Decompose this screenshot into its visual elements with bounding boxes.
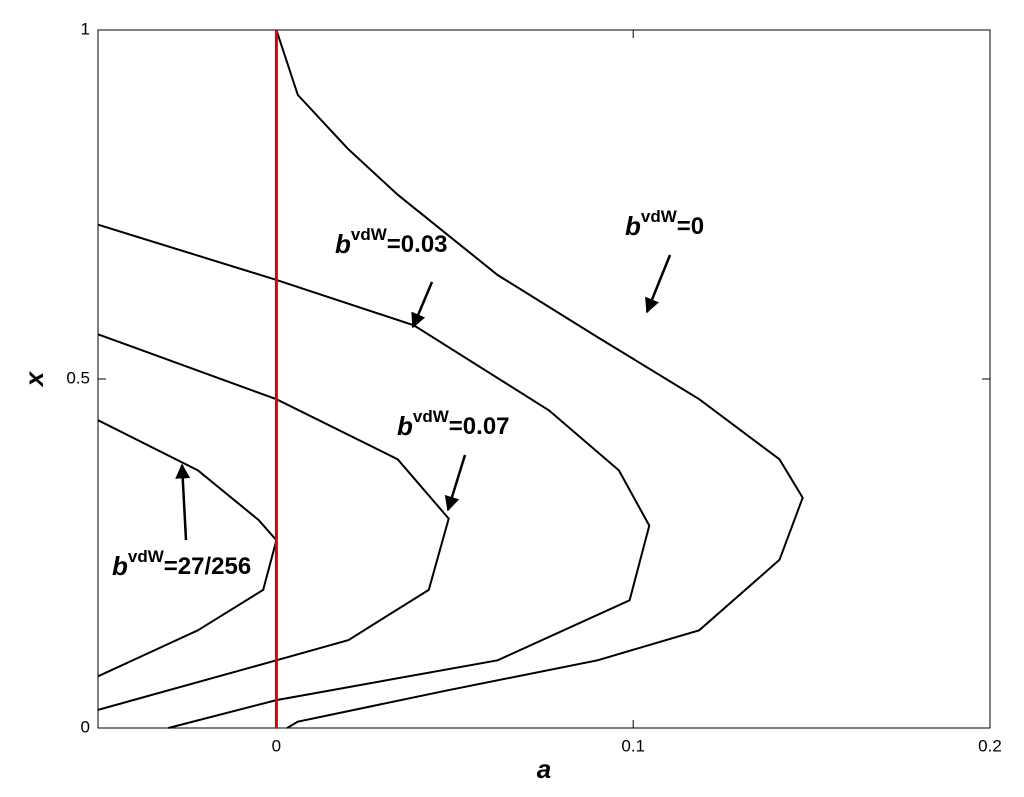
y-axis-label: x — [19, 370, 49, 388]
annotation-base: b — [112, 551, 128, 581]
annotation-arrow — [444, 454, 467, 512]
annotation-sup: vdW — [351, 225, 388, 244]
curve — [275, 29, 804, 729]
curve — [97, 223, 651, 729]
annotation-arrow — [175, 463, 191, 541]
annotation-base: b — [397, 411, 413, 441]
annotation: bvdW=0 — [625, 207, 704, 240]
annotation-sup: vdW — [641, 207, 678, 226]
x-tick-label: 0 — [272, 736, 281, 755]
annotation-sup: vdW — [413, 407, 450, 426]
curve — [97, 333, 450, 711]
plot-frame — [97, 29, 991, 729]
annotation: bvdW=0.07 — [397, 407, 510, 440]
annotation-arrow — [645, 254, 672, 314]
x-tick-label: 0.1 — [621, 736, 645, 755]
annotation-text: =0.07 — [449, 413, 510, 440]
annotation: bvdW=0.03 — [335, 225, 448, 258]
annotation-arrow — [411, 281, 434, 329]
annotation: bvdW=27/256 — [112, 547, 251, 580]
annotation-text: =0 — [677, 213, 704, 240]
x-tick-label: 0.2 — [978, 736, 1002, 755]
annotation-text: =0.03 — [387, 231, 448, 258]
x-axis-label: a — [537, 754, 551, 784]
annotation-sup: vdW — [128, 547, 165, 566]
annotation-base: b — [335, 229, 351, 259]
y-tick-label: 0.5 — [66, 368, 90, 387]
curve — [97, 419, 278, 678]
y-tick-label: 1 — [81, 19, 90, 38]
annotation-base: b — [625, 211, 641, 241]
annotation-text: =27/256 — [164, 553, 251, 580]
y-tick-label: 0 — [81, 717, 90, 736]
